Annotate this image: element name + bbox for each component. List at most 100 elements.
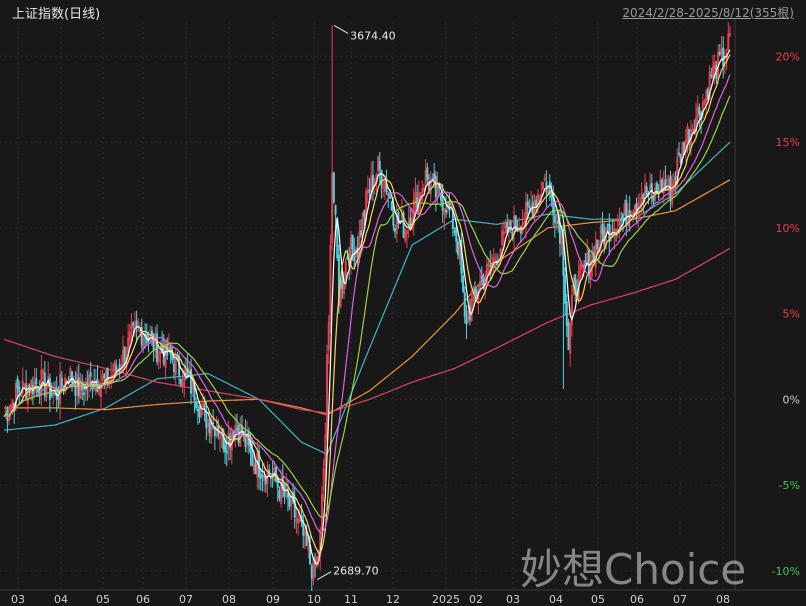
ma250-line <box>3 247 731 414</box>
candle-body <box>331 172 334 244</box>
candle-body <box>174 355 177 375</box>
candle-body <box>307 546 310 550</box>
candle-body <box>303 529 306 536</box>
candle-body <box>382 186 385 189</box>
candle-body <box>278 490 281 499</box>
candle-body <box>553 216 556 224</box>
candle-body <box>140 327 143 346</box>
candle-body <box>286 492 289 498</box>
candle-body <box>465 317 468 325</box>
candle-body <box>130 324 133 329</box>
candle-body <box>487 263 490 267</box>
candle-body <box>657 195 660 198</box>
candle-body <box>533 200 536 220</box>
candle-body <box>207 418 210 427</box>
candle-body <box>183 369 186 387</box>
candle-body <box>37 388 39 393</box>
candle-body <box>57 396 60 400</box>
candle-body <box>434 176 437 198</box>
candle-body <box>618 220 621 227</box>
candle-body <box>235 428 238 431</box>
x-tick-label: 05 <box>96 593 110 606</box>
candle-body <box>259 473 262 479</box>
x-axis: 03 04 05 06 07 08 09 10 11 12 2025 02 03 04 05 06 07 08 <box>11 593 730 606</box>
candle-body <box>405 230 408 235</box>
x-tick-label: 03 <box>506 593 520 606</box>
x-tick-label: 08 <box>222 593 236 606</box>
candle-body <box>504 222 507 229</box>
candle-body <box>157 352 160 363</box>
candle-body <box>628 209 631 220</box>
candle-body <box>298 519 301 522</box>
x-tick-label: 08 <box>716 593 730 606</box>
candle-body <box>302 520 305 536</box>
candle-body <box>501 230 504 246</box>
candle-body <box>181 382 184 387</box>
x-tick-label: 2025 <box>432 593 460 606</box>
date-range-link[interactable]: 2024/2/28-2025/8/12(355根) <box>622 6 794 20</box>
candle-body <box>173 364 176 373</box>
x-tick-label: 05 <box>591 593 605 606</box>
ma5-line <box>3 49 731 566</box>
candle-body <box>679 153 682 163</box>
chart-title: 上证指数(日线) <box>12 7 101 22</box>
candle-body <box>101 375 104 381</box>
candle-body <box>150 330 153 336</box>
candle-body <box>494 259 497 262</box>
candle-body <box>409 217 412 229</box>
candle-body <box>198 405 201 418</box>
candle-body <box>502 231 505 235</box>
candle-body <box>98 392 101 395</box>
candle-body <box>507 219 510 233</box>
candle-body <box>475 289 478 297</box>
candle-body <box>281 476 284 490</box>
candle-body <box>606 223 609 226</box>
candle-body <box>25 385 28 400</box>
x-tick-label: 07 <box>673 593 687 606</box>
candle-body <box>599 226 602 250</box>
candle-body <box>341 279 344 289</box>
candle-body <box>132 322 135 326</box>
candle-body <box>439 192 442 201</box>
candle-body <box>394 227 397 232</box>
candle-body <box>455 227 458 242</box>
x-tick-label: 06 <box>630 593 644 606</box>
candle-body <box>334 204 337 215</box>
candle-body <box>377 156 380 172</box>
candle-body <box>586 252 589 263</box>
candle-body <box>89 372 92 377</box>
annotations: 3674.40 2689.70 <box>316 24 396 581</box>
candle-body <box>496 261 499 266</box>
candle-body <box>137 329 140 332</box>
candle-body <box>642 194 645 200</box>
candle-body <box>79 379 82 399</box>
high-label: 3674.40 <box>350 29 396 42</box>
candle-body <box>538 194 541 198</box>
candle-body <box>635 203 638 211</box>
candle-body <box>290 494 293 507</box>
candle-body <box>190 368 193 394</box>
candle-body <box>4 411 7 414</box>
candle-body <box>26 385 29 405</box>
candle-body <box>30 380 33 394</box>
candle-body <box>315 557 318 567</box>
candle-body <box>82 392 85 395</box>
candle-body <box>224 444 227 452</box>
candle-body <box>565 301 568 326</box>
candle-body <box>587 249 590 275</box>
x-tick-label: 11 <box>344 593 358 606</box>
y-tick-label: 0% <box>783 393 800 406</box>
candle-body <box>225 450 228 454</box>
candle-body <box>528 205 531 208</box>
candle-body <box>603 229 606 245</box>
candle-body <box>390 201 393 211</box>
candle-body <box>353 249 356 261</box>
candle-body <box>579 264 582 271</box>
x-tick-label: 12 <box>386 593 400 606</box>
candle-body <box>671 183 674 205</box>
candle-body <box>424 169 427 184</box>
candle-body <box>557 220 560 225</box>
candle-body <box>220 426 223 437</box>
y-tick-label: -5% <box>779 479 800 492</box>
candle-body <box>703 100 706 105</box>
